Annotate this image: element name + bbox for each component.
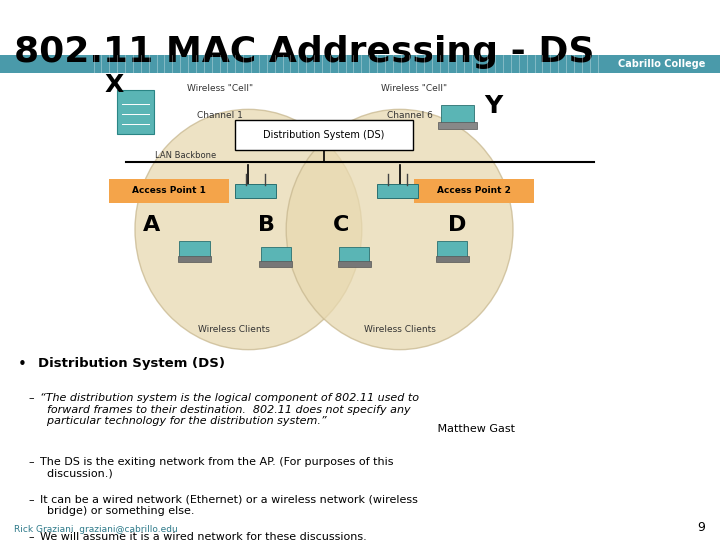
Text: Wireless Clients: Wireless Clients: [364, 325, 436, 334]
FancyBboxPatch shape: [437, 241, 467, 258]
Text: •: •: [18, 357, 27, 373]
Ellipse shape: [135, 109, 361, 350]
FancyBboxPatch shape: [438, 122, 477, 129]
FancyBboxPatch shape: [339, 247, 369, 263]
Text: The DS is the exiting network from the AP. (For purposes of this
  discussion.): The DS is the exiting network from the A…: [40, 457, 393, 478]
FancyBboxPatch shape: [109, 179, 229, 202]
Text: Distribution System (DS): Distribution System (DS): [264, 130, 384, 140]
Text: X: X: [104, 73, 124, 97]
FancyBboxPatch shape: [338, 261, 371, 267]
Text: Wireless Clients: Wireless Clients: [198, 325, 270, 334]
FancyBboxPatch shape: [259, 261, 292, 267]
Text: Y: Y: [484, 94, 502, 118]
Text: B: B: [258, 215, 275, 235]
Text: D: D: [448, 215, 467, 235]
Text: Access Point 1: Access Point 1: [132, 186, 206, 195]
Text: Matthew Gast: Matthew Gast: [434, 424, 516, 435]
FancyBboxPatch shape: [414, 179, 534, 202]
Text: It can be a wired network (Ethernet) or a wireless network (wireless
  bridge) o: It can be a wired network (Ethernet) or …: [40, 495, 418, 516]
Text: –: –: [29, 532, 35, 540]
FancyBboxPatch shape: [179, 241, 210, 258]
FancyBboxPatch shape: [117, 90, 154, 133]
Text: 9: 9: [698, 521, 706, 534]
Text: We will assume it is a wired network for these discussions.: We will assume it is a wired network for…: [40, 532, 366, 540]
FancyBboxPatch shape: [441, 105, 474, 124]
Text: Wireless "Cell": Wireless "Cell": [186, 84, 253, 93]
Text: –: –: [29, 495, 35, 505]
Text: –: –: [29, 393, 35, 403]
FancyBboxPatch shape: [436, 256, 469, 262]
FancyBboxPatch shape: [377, 184, 418, 198]
Text: Wireless "Cell": Wireless "Cell": [381, 84, 447, 93]
Text: C: C: [333, 215, 350, 235]
Ellipse shape: [287, 109, 513, 350]
FancyBboxPatch shape: [261, 247, 291, 263]
Text: Access Point 2: Access Point 2: [437, 186, 510, 195]
FancyBboxPatch shape: [178, 256, 211, 262]
Text: Distribution System (DS): Distribution System (DS): [38, 357, 225, 370]
Text: Channel 6: Channel 6: [387, 111, 433, 120]
FancyBboxPatch shape: [235, 184, 276, 198]
Text: “The distribution system is the logical component of 802.11 used to
  forward fr: “The distribution system is the logical …: [40, 393, 418, 426]
Text: Cabrillo College: Cabrillo College: [618, 59, 706, 69]
Text: –: –: [29, 457, 35, 467]
Text: A: A: [143, 215, 160, 235]
Text: Rick Graziani  graziani@cabrillo.edu: Rick Graziani graziani@cabrillo.edu: [14, 524, 178, 534]
Text: Channel 1: Channel 1: [197, 111, 243, 120]
FancyBboxPatch shape: [235, 120, 413, 150]
Text: 802.11 MAC Addressing - DS: 802.11 MAC Addressing - DS: [14, 35, 595, 69]
Text: LAN Backbone: LAN Backbone: [155, 151, 216, 160]
Bar: [0, 55, 720, 73]
